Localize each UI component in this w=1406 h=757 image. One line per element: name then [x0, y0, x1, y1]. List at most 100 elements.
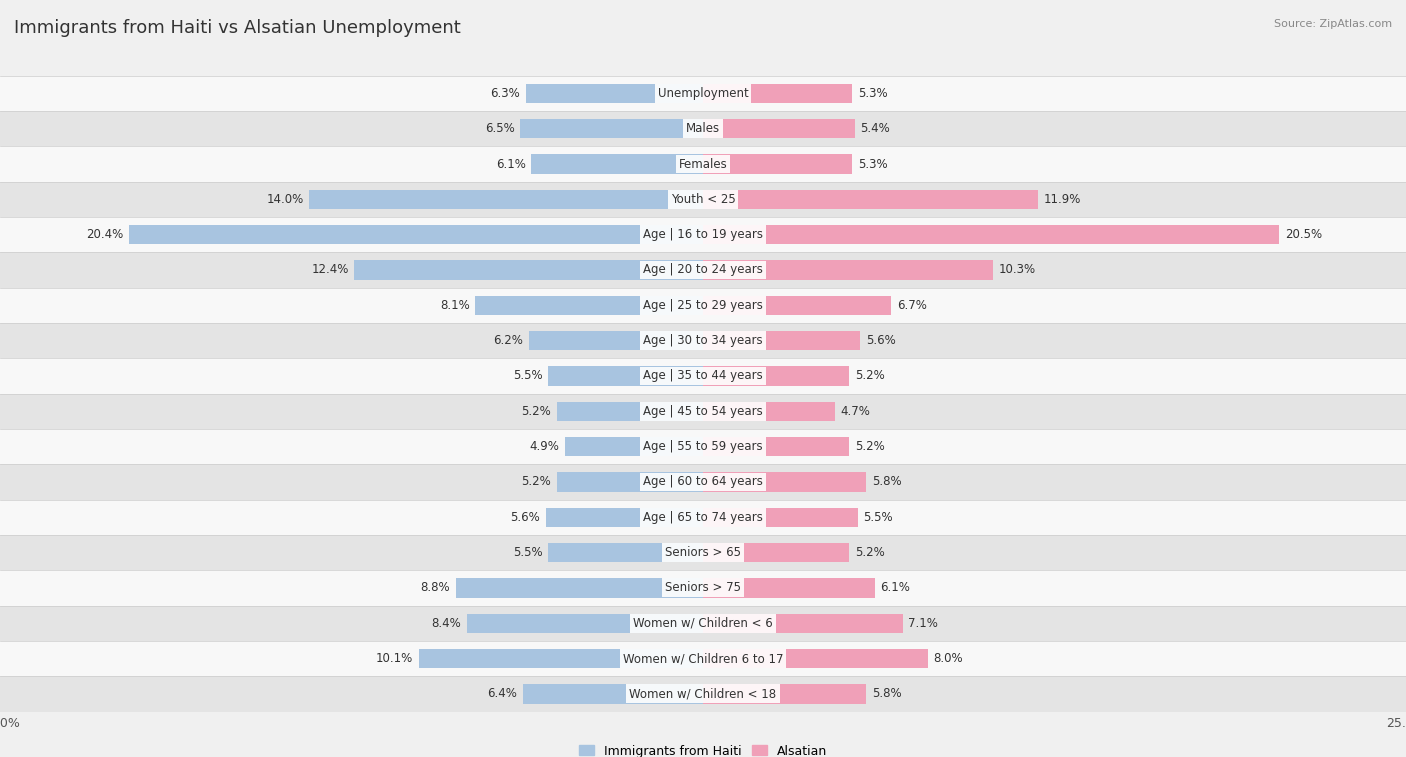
Text: Women w/ Children < 18: Women w/ Children < 18	[630, 687, 776, 700]
Bar	[548, 366, 703, 386]
Text: 6.1%: 6.1%	[880, 581, 910, 594]
Text: 5.2%: 5.2%	[522, 405, 551, 418]
Text: 5.6%: 5.6%	[510, 511, 540, 524]
Text: 5.3%: 5.3%	[858, 157, 887, 170]
Bar	[0, 358, 1406, 394]
Bar	[0, 323, 1406, 358]
Text: Women w/ Children 6 to 17: Women w/ Children 6 to 17	[623, 652, 783, 665]
Text: 5.8%: 5.8%	[872, 687, 901, 700]
Bar	[703, 543, 849, 562]
Bar	[703, 296, 891, 315]
Bar	[456, 578, 703, 598]
Text: 6.2%: 6.2%	[494, 334, 523, 347]
Text: 8.4%: 8.4%	[432, 617, 461, 630]
Text: 5.2%: 5.2%	[855, 546, 884, 559]
Text: 5.3%: 5.3%	[858, 87, 887, 100]
Bar	[0, 111, 1406, 146]
Text: 5.5%: 5.5%	[863, 511, 893, 524]
Bar	[548, 543, 703, 562]
Bar	[557, 472, 703, 492]
Text: 5.4%: 5.4%	[860, 122, 890, 136]
Bar	[354, 260, 703, 280]
Bar	[0, 500, 1406, 535]
Bar	[0, 146, 1406, 182]
Bar	[0, 570, 1406, 606]
Legend: Immigrants from Haiti, Alsatian: Immigrants from Haiti, Alsatian	[574, 740, 832, 757]
Bar	[703, 472, 866, 492]
Text: 7.1%: 7.1%	[908, 617, 938, 630]
Text: Youth < 25: Youth < 25	[671, 193, 735, 206]
Text: 4.7%: 4.7%	[841, 405, 870, 418]
Text: 5.5%: 5.5%	[513, 546, 543, 559]
Bar	[557, 401, 703, 421]
Text: 5.2%: 5.2%	[855, 369, 884, 382]
Text: Females: Females	[679, 157, 727, 170]
Bar	[703, 331, 860, 350]
Bar	[703, 225, 1279, 245]
Text: 6.3%: 6.3%	[491, 87, 520, 100]
Text: Source: ZipAtlas.com: Source: ZipAtlas.com	[1274, 19, 1392, 29]
Bar	[0, 288, 1406, 323]
Bar	[526, 83, 703, 103]
Bar	[467, 613, 703, 633]
Text: 5.8%: 5.8%	[872, 475, 901, 488]
Text: 5.6%: 5.6%	[866, 334, 896, 347]
Text: 8.1%: 8.1%	[440, 299, 470, 312]
Bar	[0, 429, 1406, 464]
Text: Women w/ Children < 6: Women w/ Children < 6	[633, 617, 773, 630]
Bar	[531, 154, 703, 173]
Bar	[0, 606, 1406, 641]
Bar	[309, 190, 703, 209]
Bar	[0, 394, 1406, 429]
Bar	[703, 119, 855, 139]
Text: Unemployment: Unemployment	[658, 87, 748, 100]
Text: Males: Males	[686, 122, 720, 136]
Bar	[0, 76, 1406, 111]
Bar	[703, 401, 835, 421]
Text: Age | 45 to 54 years: Age | 45 to 54 years	[643, 405, 763, 418]
Bar	[703, 190, 1038, 209]
Text: 12.4%: 12.4%	[311, 263, 349, 276]
Text: Age | 30 to 34 years: Age | 30 to 34 years	[643, 334, 763, 347]
Bar	[703, 649, 928, 668]
Bar	[0, 464, 1406, 500]
Text: Immigrants from Haiti vs Alsatian Unemployment: Immigrants from Haiti vs Alsatian Unempl…	[14, 19, 461, 37]
Text: 8.0%: 8.0%	[934, 652, 963, 665]
Text: 4.9%: 4.9%	[530, 440, 560, 453]
Text: Age | 65 to 74 years: Age | 65 to 74 years	[643, 511, 763, 524]
Text: Age | 35 to 44 years: Age | 35 to 44 years	[643, 369, 763, 382]
Bar	[0, 641, 1406, 676]
Text: 11.9%: 11.9%	[1043, 193, 1081, 206]
Bar	[703, 684, 866, 704]
Text: 6.4%: 6.4%	[488, 687, 517, 700]
Text: 6.5%: 6.5%	[485, 122, 515, 136]
Bar	[129, 225, 703, 245]
Bar	[703, 83, 852, 103]
Text: Age | 60 to 64 years: Age | 60 to 64 years	[643, 475, 763, 488]
Bar	[0, 217, 1406, 252]
Text: Seniors > 75: Seniors > 75	[665, 581, 741, 594]
Text: 20.5%: 20.5%	[1285, 228, 1322, 241]
Bar	[703, 613, 903, 633]
Bar	[0, 182, 1406, 217]
Bar	[0, 252, 1406, 288]
Text: Age | 25 to 29 years: Age | 25 to 29 years	[643, 299, 763, 312]
Bar	[565, 437, 703, 456]
Text: 5.2%: 5.2%	[522, 475, 551, 488]
Bar	[703, 578, 875, 598]
Text: 6.7%: 6.7%	[897, 299, 927, 312]
Bar	[546, 507, 703, 527]
Text: 8.8%: 8.8%	[420, 581, 450, 594]
Text: 5.5%: 5.5%	[513, 369, 543, 382]
Text: Seniors > 65: Seniors > 65	[665, 546, 741, 559]
Text: 14.0%: 14.0%	[267, 193, 304, 206]
Bar	[703, 366, 849, 386]
Bar	[703, 507, 858, 527]
Text: Age | 55 to 59 years: Age | 55 to 59 years	[643, 440, 763, 453]
Bar	[529, 331, 703, 350]
Bar	[475, 296, 703, 315]
Bar	[0, 535, 1406, 570]
Bar	[703, 260, 993, 280]
Bar	[419, 649, 703, 668]
Text: 10.1%: 10.1%	[377, 652, 413, 665]
